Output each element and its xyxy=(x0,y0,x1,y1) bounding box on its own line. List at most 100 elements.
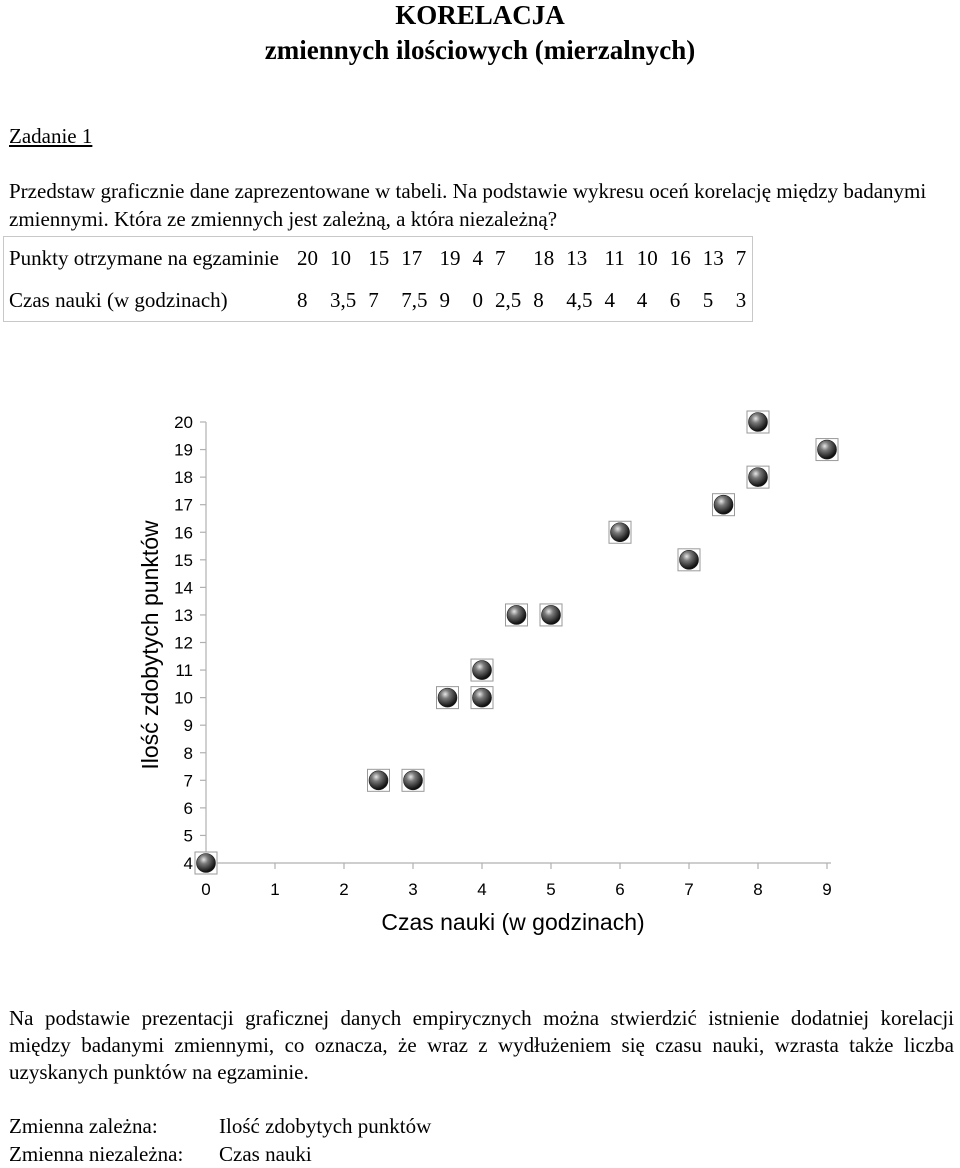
data-point-marker xyxy=(817,439,837,460)
page-subtitle: zmiennych ilościowych (mierzalnych) xyxy=(264,35,696,65)
dependent-variable-row: Zmienna zależna: Ilość zdobytych punktów xyxy=(9,1112,431,1140)
data-point-marker xyxy=(472,687,492,708)
table-cell: 17 xyxy=(401,245,423,270)
data-point-marker xyxy=(196,853,216,873)
table-cell: 7 xyxy=(368,287,379,312)
x-tick-label: 0 xyxy=(201,880,210,899)
x-tick-label: 1 xyxy=(270,880,279,899)
row-header-hours: Czas nauki (w godzinach) xyxy=(9,287,228,312)
data-point xyxy=(677,548,701,572)
chart-axes xyxy=(198,422,831,869)
conclusion-text: Na podstawie prezentacji graficznej dany… xyxy=(9,1006,954,1084)
table-cell: 3 xyxy=(735,287,747,312)
dependent-variable-label: Zmienna zależna: xyxy=(9,1114,158,1138)
y-tick-label: 19 xyxy=(174,441,193,460)
data-point xyxy=(505,603,528,627)
data-point-marker xyxy=(437,687,458,708)
y-tick-label: 15 xyxy=(174,551,193,570)
y-tick-label: 9 xyxy=(184,716,193,735)
row-header-points: Punkty otrzymane na egzaminie xyxy=(9,245,279,270)
table-cell: 7,5 xyxy=(401,287,428,312)
data-point xyxy=(539,603,563,627)
table-cell: 4 xyxy=(472,245,484,270)
y-tick-label: 14 xyxy=(174,578,193,597)
y-tick-label: 13 xyxy=(174,606,193,625)
y-tick-label: 16 xyxy=(174,523,193,542)
table-cell: 8 xyxy=(297,287,308,312)
table-row-hours: Czas nauki (w godzinach) 8 3,5 7 7,5 9 0… xyxy=(4,279,753,322)
table-cell: 3,5 xyxy=(330,287,357,312)
y-tick-label: 20 xyxy=(174,413,193,432)
table-cell: 4 xyxy=(604,287,616,312)
data-point-marker xyxy=(610,522,630,543)
table-cell: 10 xyxy=(636,245,658,270)
y-tick-label: 17 xyxy=(174,496,193,515)
table-cell: 5 xyxy=(702,287,714,312)
table-cell: 4 xyxy=(636,287,648,312)
task-label: Zadanie 1 xyxy=(9,124,93,148)
table-cell: 11 xyxy=(604,245,625,270)
x-axis-label: Czas nauki (w godzinach) xyxy=(381,909,644,935)
data-point xyxy=(436,686,459,710)
table-cell: 9 xyxy=(439,287,451,312)
x-tick-label: 2 xyxy=(339,880,348,899)
data-point-marker xyxy=(368,770,389,791)
x-tick-label: 7 xyxy=(684,880,693,899)
y-tick-label: 18 xyxy=(174,468,193,487)
data-point-marker xyxy=(748,412,768,432)
data-point xyxy=(194,851,218,875)
y-axis-label: Ilość zdobytych punktów xyxy=(137,520,163,770)
y-tick-label: 7 xyxy=(184,771,193,790)
table-cell: 7 xyxy=(495,245,506,270)
data-point-marker xyxy=(541,605,561,625)
table-row-points: Punkty otrzymane na egzaminie 20 10 15 1… xyxy=(4,237,753,280)
data-point xyxy=(746,465,770,489)
data-point-marker xyxy=(713,494,734,515)
data-point-marker xyxy=(472,660,492,680)
data-point-marker xyxy=(679,550,699,570)
x-tick-label: 3 xyxy=(408,880,417,899)
data-point xyxy=(712,493,735,517)
data-table: Punkty otrzymane na egzaminie 20 10 15 1… xyxy=(3,236,754,322)
independent-variable-row: Zmienna niezależna: Czas nauki xyxy=(9,1140,431,1168)
task-instruction: Przedstaw graficznie dane zaprezentowane… xyxy=(9,179,927,231)
chart-points xyxy=(194,410,839,875)
x-tick-label: 6 xyxy=(615,880,624,899)
table-cell: 13 xyxy=(702,245,724,270)
y-tick-label: 6 xyxy=(184,799,193,818)
data-point-marker xyxy=(748,467,768,487)
table-cell: 7 xyxy=(735,245,747,270)
data-point xyxy=(401,768,425,792)
y-tick-label: 5 xyxy=(184,826,193,845)
x-tick-label: 4 xyxy=(477,880,486,899)
table-cell: 8 xyxy=(533,287,544,312)
data-point xyxy=(367,768,390,792)
table-cell: 15 xyxy=(368,245,390,270)
y-tick-label: 12 xyxy=(174,634,193,653)
x-tick-label: 8 xyxy=(753,880,762,899)
table-cell: 10 xyxy=(330,245,351,270)
data-point xyxy=(470,658,494,682)
table-cell: 4,5 xyxy=(566,287,593,312)
variables-section: Zmienna zależna: Ilość zdobytych punktów… xyxy=(9,1112,431,1168)
table-cell: 0 xyxy=(472,287,484,312)
table-cell: 19 xyxy=(439,245,461,270)
data-point xyxy=(746,410,770,434)
data-point xyxy=(470,686,494,710)
x-tick-label: 9 xyxy=(822,880,831,899)
table-cell: 16 xyxy=(669,245,691,270)
independent-variable-label: Zmienna niezależna: xyxy=(9,1142,184,1166)
table-cell: 18 xyxy=(533,245,555,270)
y-tick-label: 10 xyxy=(174,689,193,708)
table-cell: 2,5 xyxy=(495,287,522,312)
data-point-marker xyxy=(506,605,527,625)
page-title: KORELACJA xyxy=(395,0,565,30)
x-tick-label: 5 xyxy=(546,880,555,899)
table-cell: 20 xyxy=(297,245,318,270)
y-tick-label: 11 xyxy=(175,661,193,680)
y-tick-label: 4 xyxy=(184,854,193,873)
data-point xyxy=(608,520,632,544)
y-tick-label: 8 xyxy=(184,744,193,763)
